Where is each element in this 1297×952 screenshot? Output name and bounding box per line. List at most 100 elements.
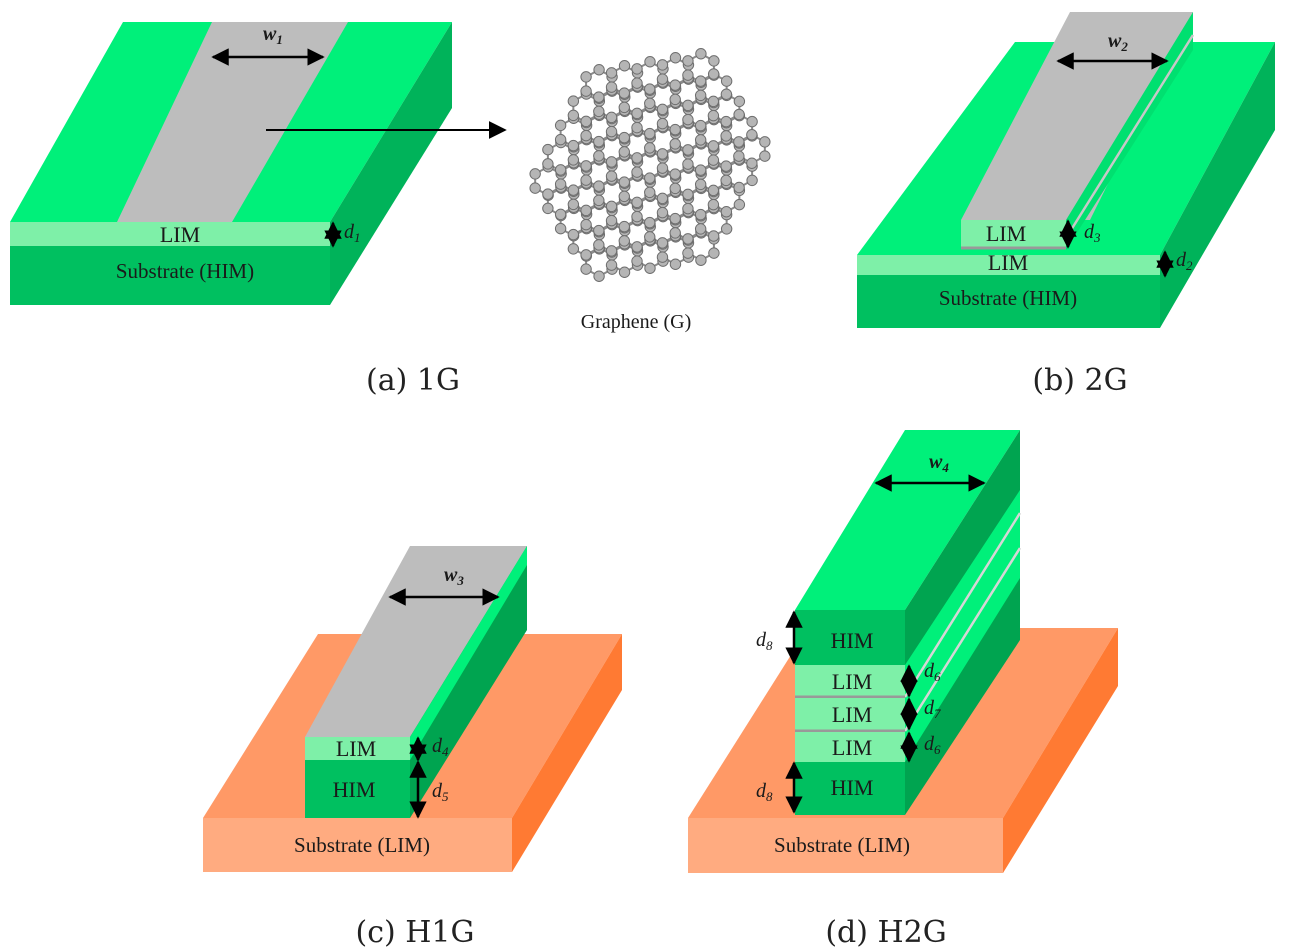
graphene-atom <box>580 249 592 261</box>
panel-c-d-him-label: d5 <box>432 780 449 804</box>
panel-d-him-top-text: HIM <box>831 628 874 653</box>
graphene-atom <box>669 182 681 195</box>
panel-d-lim-1-text: LIM <box>832 669 872 694</box>
graphene-atom <box>554 133 567 146</box>
graphene-atom <box>567 184 580 196</box>
graphene-lattice <box>529 48 771 282</box>
graphene-atom <box>618 131 630 144</box>
graphene-atom <box>554 119 567 132</box>
graphene-atom <box>656 206 669 219</box>
graphene-atom <box>605 67 618 79</box>
panel-a-1g: w1 LIM Substrate (HIM) d1 (a) 1G <box>10 22 507 398</box>
panel-a-substrate-text: Substrate (HIM) <box>116 259 254 283</box>
panel-a-substrate-side <box>330 22 452 305</box>
graphene-atom <box>694 178 707 191</box>
graphene-atom <box>618 235 630 247</box>
graphene-atom <box>644 142 656 154</box>
graphene-atom <box>580 160 592 172</box>
graphene-atom <box>580 174 592 186</box>
graphene-atom <box>618 266 631 278</box>
graphene-atom <box>720 130 732 142</box>
graphene-atom <box>542 202 554 215</box>
graphene-atom <box>682 158 694 170</box>
graphene-atom <box>593 135 605 148</box>
graphene-atom <box>605 200 618 213</box>
graphene-atom <box>656 148 669 160</box>
graphene-atom <box>580 263 592 275</box>
panel-d-d-lim2-label: d7 <box>924 697 941 721</box>
panel-b-d-top-label: d3 <box>1084 221 1101 245</box>
graphene-atom <box>605 156 618 168</box>
graphene-atom <box>682 247 694 259</box>
panel-b-lim-top-layer <box>961 220 1066 248</box>
panel-d-him-top-layer <box>795 610 905 665</box>
graphene-atom <box>529 182 541 194</box>
panel-d-lim-2-layer <box>795 698 905 730</box>
graphene-atom <box>605 214 618 227</box>
graphene-atom <box>669 168 681 180</box>
panel-c-caption: (c) H1G <box>356 915 475 950</box>
graphene-atom <box>618 146 630 158</box>
graphene-atom <box>682 99 694 112</box>
panel-d-d-him-bottom-label: d8 <box>756 780 773 804</box>
panel-d-lim-3-text: LIM <box>832 735 872 760</box>
panel-a-lim-layer <box>10 222 330 246</box>
graphene-atom <box>567 139 580 152</box>
graphene-atom <box>580 129 592 142</box>
graphene-atom <box>682 69 694 81</box>
graphene-atom <box>605 125 618 138</box>
graphene-atom <box>618 190 630 203</box>
graphene-atom <box>656 117 669 130</box>
graphene-atom <box>631 107 643 120</box>
graphene-atom <box>694 223 707 235</box>
panel-b-substrate-text: Substrate (HIM) <box>939 286 1077 310</box>
graphene-atom <box>733 95 746 108</box>
graphene-atom <box>669 52 682 64</box>
graphene-atom <box>593 64 605 76</box>
panel-b-lim-bottom-text: LIM <box>988 250 1028 275</box>
graphene-atom <box>644 262 656 274</box>
graphene-atom <box>682 55 694 67</box>
graphene-atom <box>695 254 707 266</box>
graphene-atom <box>733 198 746 211</box>
graphene-atom <box>605 111 618 124</box>
panel-d-substrate-front <box>688 818 1003 873</box>
graphene-atom <box>529 168 541 180</box>
graphene-atom <box>567 95 580 107</box>
panel-d-lim-3-layer <box>795 732 905 762</box>
graphene-atom <box>708 55 720 67</box>
graphene-atom <box>656 103 669 116</box>
graphene-atom <box>682 144 694 156</box>
graphene-atom <box>656 237 669 249</box>
graphene-atom <box>759 136 771 148</box>
graphene-atom <box>746 157 758 169</box>
panel-c-substrate-front <box>203 818 512 872</box>
graphene-atom <box>567 109 580 122</box>
panel-b-lim-top-text: LIM <box>986 221 1026 246</box>
graphene-atom <box>593 150 605 162</box>
graphene-atom <box>644 231 656 243</box>
graphene-atom <box>669 212 681 225</box>
panel-b-d-bottom-label: d2 <box>1176 249 1193 273</box>
graphene-atom <box>593 270 605 282</box>
graphene-atom <box>707 184 720 197</box>
graphene-atom <box>682 113 694 126</box>
graphene-atom <box>644 97 656 110</box>
panel-a-caption: (a) 1G <box>366 363 460 398</box>
panel-d-substrate-side <box>1003 628 1118 873</box>
panel-b-substrate-front <box>857 275 1160 328</box>
graphene-atom <box>720 174 732 187</box>
graphene-atom <box>644 127 656 140</box>
graphene-atom <box>605 245 618 257</box>
graphene-atom <box>554 164 567 176</box>
graphene-atom <box>618 220 630 233</box>
graphene-atom <box>656 251 669 263</box>
graphene-atom <box>631 196 643 209</box>
graphene-atom <box>618 60 631 72</box>
graphene-atom <box>631 152 643 164</box>
graphene-atom <box>694 75 707 87</box>
graphene-atom <box>567 228 580 241</box>
graphene-atom <box>694 89 707 102</box>
graphene-atom <box>669 123 681 136</box>
panel-d-lim-1-layer <box>795 665 905 697</box>
